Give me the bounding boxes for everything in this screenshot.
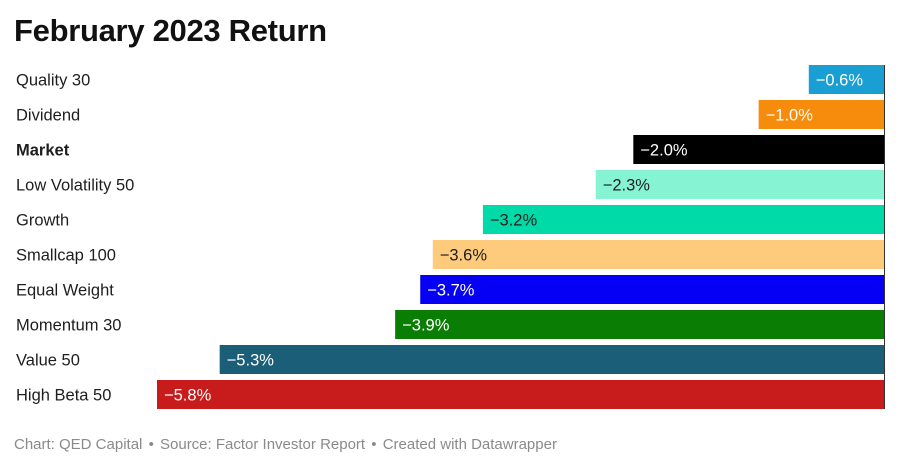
value-label-value-50: −5.3% (227, 352, 275, 370)
category-label-growth: Growth (16, 212, 69, 230)
chart-footer: Chart: QED Capital • Source: Factor Inve… (14, 436, 557, 453)
category-label-market: Market (16, 142, 70, 160)
category-label-quality-30: Quality 30 (16, 72, 90, 90)
bar-value-50 (219, 345, 884, 374)
footer-separator: • (371, 436, 377, 453)
category-label-value-50: Value 50 (16, 352, 80, 370)
value-label-low-volatility-50: −2.3% (603, 177, 651, 195)
bar-low-volatility-50 (595, 170, 884, 199)
bar-chart: Quality 30 −0.6% Dividend −1.0% Market −2.0% L… (16, 65, 885, 409)
category-label-dividend: Dividend (16, 107, 80, 125)
footer-separator: • (148, 436, 154, 453)
chart-title: February 2023 Return (14, 13, 327, 48)
category-label-smallcap-100: Smallcap 100 (16, 247, 116, 265)
category-label-low-volatility-50: Low Volatility 50 (16, 177, 134, 195)
value-label-high-beta-50: −5.8% (164, 387, 212, 405)
bar-equal-weight (420, 275, 884, 304)
value-label-equal-weight: −3.7% (427, 282, 475, 300)
value-label-growth: −3.2% (490, 212, 538, 230)
bar-smallcap-100 (432, 240, 884, 269)
category-label-equal-weight: Equal Weight (16, 282, 114, 300)
bar-quality-30 (808, 65, 884, 94)
chart-credit: Chart: QED Capital (14, 436, 143, 453)
source-note: Source: Factor Investor Report (160, 436, 366, 453)
bar-high-beta-50 (157, 380, 884, 409)
category-label-momentum-30: Momentum 30 (16, 317, 121, 335)
value-label-dividend: −1.0% (766, 107, 814, 125)
bar-dividend (758, 100, 884, 129)
bar-momentum-30 (395, 310, 884, 339)
value-label-momentum-30: −3.9% (402, 317, 450, 335)
created-with-note: Created with Datawrapper (382, 436, 557, 453)
category-label-high-beta-50: High Beta 50 (16, 387, 111, 405)
bar-market (633, 135, 884, 164)
value-label-smallcap-100: −3.6% (440, 247, 488, 265)
value-label-market: −2.0% (640, 142, 688, 160)
bar-growth (482, 205, 884, 234)
value-label-quality-30: −0.6% (816, 72, 864, 90)
